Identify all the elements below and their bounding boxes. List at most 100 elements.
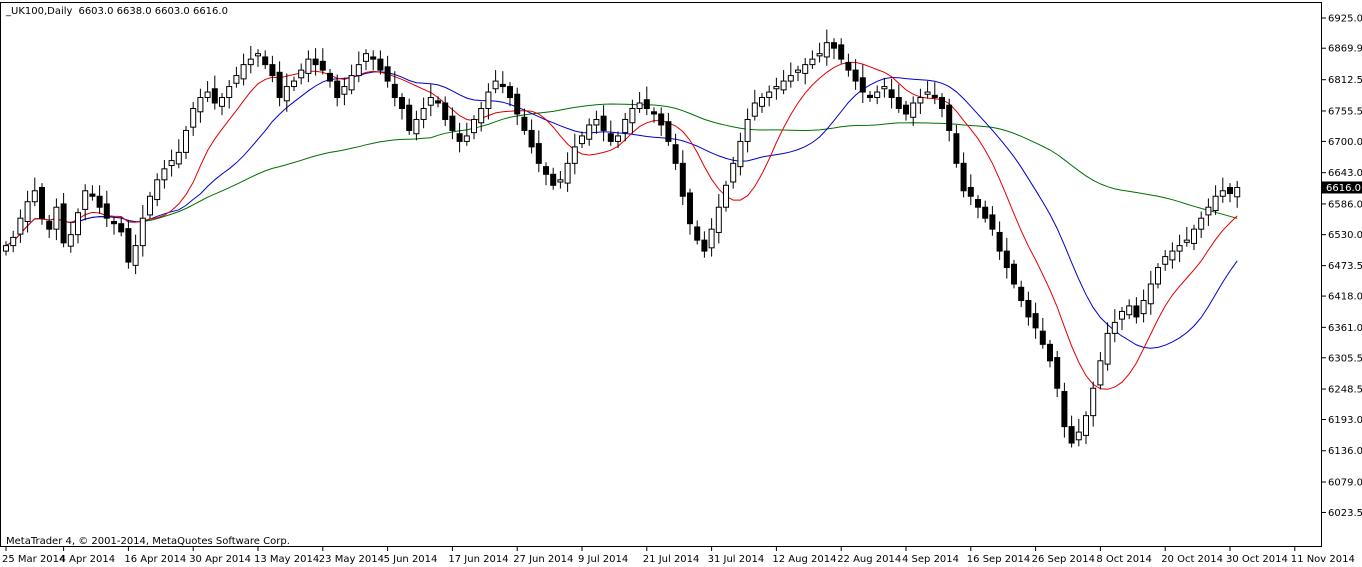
candle-131: [946, 98, 953, 142]
candle-133: [960, 152, 967, 198]
candle-156: [1126, 299, 1133, 320]
candle-117: [845, 53, 852, 77]
candle-137: [989, 206, 996, 236]
y-tick-label-7: 6530.0: [1328, 230, 1362, 241]
candle-110: [795, 65, 801, 82]
candle-145: [1047, 339, 1053, 368]
candle-124: [895, 84, 902, 113]
candle-13: [96, 185, 103, 214]
candle-147: [1061, 382, 1068, 438]
candle-32: [233, 66, 240, 88]
candle-170: [1227, 183, 1233, 203]
candle-80: [579, 131, 585, 148]
candle-45: [327, 69, 333, 88]
candle-3: [24, 190, 31, 233]
candle-12: [89, 185, 96, 201]
candle-102: [737, 132, 744, 176]
y-tick-label-5: 6643.0: [1328, 168, 1362, 179]
candle-125: [903, 100, 909, 121]
candle-97: [701, 231, 708, 258]
candle-129: [931, 82, 938, 105]
candle-22: [161, 160, 168, 189]
candle-158: [1140, 289, 1147, 323]
candle-17: [125, 219, 132, 269]
candle-94: [679, 150, 686, 206]
candle-44: [319, 48, 326, 75]
candle-118: [852, 59, 859, 90]
candle-138: [996, 221, 1003, 260]
candle-52: [377, 50, 384, 75]
candle-151: [1090, 381, 1097, 427]
candle-171: [1234, 180, 1241, 208]
x-tick-label-1: 4 Apr 2014: [60, 554, 115, 565]
candle-36: [262, 50, 269, 70]
candle-61: [442, 96, 449, 127]
y-tick-label-1: 6869.9: [1328, 44, 1362, 55]
candle-48: [348, 64, 355, 95]
candle-93: [672, 133, 679, 170]
candle-148: [1068, 415, 1075, 448]
candle-99: [715, 194, 722, 244]
current-price-label: 6616.0: [1322, 181, 1362, 194]
candle-26: [190, 101, 197, 136]
candle-29: [211, 75, 218, 110]
candle-150: [1083, 411, 1089, 445]
candle-128: [924, 81, 931, 99]
candle-169: [1219, 177, 1226, 203]
candle-92: [665, 112, 672, 146]
candle-166: [1198, 211, 1205, 238]
candle-54: [391, 71, 398, 107]
x-tick-label-6: 5 Jun 2014: [384, 554, 438, 565]
candle-33: [240, 53, 247, 86]
candle-63: [456, 122, 463, 153]
candle-66: [478, 101, 485, 132]
x-tick-label-15: 16 Sep 2014: [967, 554, 1030, 565]
candle-114: [823, 29, 830, 66]
candle-82: [593, 110, 600, 134]
candle-115: [831, 38, 837, 60]
candle-142: [1025, 291, 1032, 326]
candle-122: [881, 77, 888, 98]
candle-89: [643, 86, 650, 116]
candle-77: [557, 171, 564, 189]
candle-18: [132, 234, 139, 275]
candle-85: [615, 131, 621, 148]
candle-23: [168, 149, 175, 177]
candle-113: [816, 42, 823, 63]
candle-107: [773, 77, 780, 100]
candle-2: [17, 209, 24, 243]
candle-8: [60, 192, 67, 248]
x-tick-label-9: 9 Jul 2014: [578, 554, 628, 565]
candle-155: [1119, 307, 1125, 331]
candle-20: [147, 191, 153, 220]
y-tick-label-13: 6193.0: [1328, 415, 1362, 426]
candle-81: [586, 118, 593, 146]
candle-157: [1133, 297, 1140, 324]
candle-90: [651, 107, 657, 123]
x-tick-label-5: 23 May 2014: [319, 554, 384, 565]
candle-78: [564, 152, 571, 192]
candle-49: [355, 51, 362, 83]
y-tick-label-8: 6473.5: [1328, 261, 1362, 272]
candle-104: [751, 89, 758, 121]
candle-41: [298, 63, 305, 85]
candle-88: [636, 92, 643, 113]
candle-70: [507, 82, 513, 107]
candle-19: [139, 205, 146, 257]
ma-mid-line: [5, 71, 1238, 349]
x-tick-label-20: 11 Nov 2014: [1291, 554, 1355, 565]
candle-98: [708, 218, 715, 257]
candle-168: [1212, 185, 1219, 215]
x-tick-label-13: 22 Aug 2014: [837, 554, 901, 565]
candle-143: [1032, 302, 1039, 339]
candle-109: [787, 62, 794, 88]
candle-0: [3, 241, 9, 256]
candle-25: [183, 126, 189, 159]
candle-71: [514, 87, 521, 125]
ma-slow-line: [5, 103, 1238, 247]
y-tick-label-4: 6700.0: [1328, 137, 1362, 148]
candle-30: [219, 93, 225, 116]
x-tick-label-3: 30 Apr 2014: [189, 554, 251, 565]
candle-72: [521, 108, 528, 135]
